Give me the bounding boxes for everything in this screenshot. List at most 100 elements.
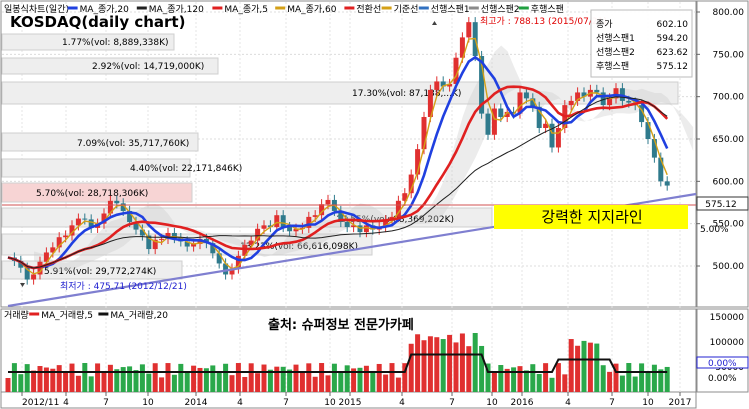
volume-bar-93 <box>600 365 606 392</box>
candle-body-17 <box>114 200 120 204</box>
volume-bar-101 <box>651 364 657 392</box>
x-tick-label-7: 10 <box>324 398 336 408</box>
volume-bar-13 <box>88 376 94 392</box>
legend-item-2: MA_종가,120 <box>149 4 204 15</box>
volume-bar-22 <box>146 373 152 392</box>
x-tick-label-9: 4 <box>399 398 405 408</box>
low-marker-icon <box>20 283 25 287</box>
last-price-value: 575.12 <box>705 200 737 210</box>
volume-bar-77 <box>498 365 504 392</box>
volume-bar-0 <box>5 378 11 392</box>
volume-bar-98 <box>632 376 638 392</box>
volume-profile-bar-3 <box>1 132 199 152</box>
legend-item-4: MA_종가,60 <box>287 4 337 15</box>
volume-bar-84 <box>543 363 549 392</box>
chart-title: KOSDAQ(daily chart) <box>10 13 185 31</box>
info-box-label-2: 선행스팬2 <box>596 46 635 58</box>
volume-bar-80 <box>517 366 523 392</box>
candle-body-26 <box>171 232 177 239</box>
volume-bar-82 <box>530 364 536 392</box>
volume-bar-96 <box>619 375 625 392</box>
candle-body-80 <box>517 92 523 114</box>
volume-bar-57 <box>370 370 376 392</box>
volume-bar-52 <box>338 371 344 392</box>
volume-bar-42 <box>274 366 280 392</box>
candle-body-44 <box>287 227 293 232</box>
candle-body-92 <box>594 89 600 93</box>
volume-bar-55 <box>357 367 363 392</box>
volume-bar-48 <box>312 376 318 392</box>
volume-bar-35 <box>229 375 235 392</box>
volume-bar-65 <box>421 340 427 392</box>
candle-body-48 <box>312 215 318 217</box>
candle-body-11 <box>75 218 81 226</box>
ma-5-line <box>7 37 668 275</box>
volume-bar-95 <box>613 363 619 392</box>
candle-body-101 <box>651 139 657 158</box>
candle-body-78 <box>504 111 510 117</box>
volume-bar-92 <box>594 343 600 392</box>
volume-bar-99 <box>639 363 645 392</box>
price-axis-band <box>696 0 749 308</box>
candle-body-97 <box>626 100 632 103</box>
candle-body-71 <box>459 37 465 58</box>
candle-body-15 <box>101 213 107 224</box>
volume-profile-label-1: 2.92%(vol: 14,719,000K) <box>92 62 204 72</box>
volume-bar-62 <box>402 363 408 392</box>
volume-bar-43 <box>280 366 286 392</box>
x-tick-label-13: 4 <box>565 398 571 408</box>
candle-body-88 <box>568 100 574 106</box>
volume-profile-label-3: 7.09%(vol: 35,717,760K) <box>77 139 189 149</box>
price-tick-label-6: 800.00 <box>713 8 745 18</box>
candle-body-40 <box>261 225 267 229</box>
x-tick-label-12: 2016 <box>511 398 534 408</box>
volume-bar-14 <box>95 363 101 392</box>
volume-bar-27 <box>178 363 184 392</box>
candle-body-33 <box>216 253 222 264</box>
price-tick-label-0: 500.00 <box>713 262 745 272</box>
volume-bar-58 <box>376 363 382 392</box>
x-tick-label-16: 2017 <box>669 398 692 408</box>
cloud-area <box>34 45 694 272</box>
info-box-value-0: 602.10 <box>657 20 689 30</box>
volume-legend-item-0: 거래량 <box>4 309 29 321</box>
price-plot-frame <box>0 0 697 308</box>
candle-body-62 <box>402 193 408 201</box>
ichimoku-cloud <box>34 45 694 272</box>
candle-body-18 <box>120 203 126 211</box>
x-tick-label-5: 4 <box>237 398 243 408</box>
x-tick-label-11: 10 <box>486 398 498 408</box>
volume-bars <box>5 333 670 392</box>
x-tick-label-0: 2012/11 <box>22 398 59 408</box>
candle-body-21 <box>139 229 145 236</box>
candle-body-89 <box>575 92 581 101</box>
volume-bar-31 <box>203 368 209 392</box>
candle-body-4 <box>31 274 37 280</box>
support-label: 강력한 지지라인 <box>541 208 642 226</box>
volume-bar-3 <box>24 364 30 392</box>
candle-body-41 <box>267 225 273 228</box>
candle-body-70 <box>453 57 459 84</box>
candle-body-54 <box>351 225 357 228</box>
legend-item-1: MA_종가,20 <box>80 4 130 15</box>
volume-bar-76 <box>491 372 497 392</box>
volume-bar-36 <box>235 363 241 392</box>
x-tick-label-2: 7 <box>103 398 109 408</box>
volume-bar-21 <box>139 364 145 392</box>
volume-bar-34 <box>223 363 229 392</box>
info-box-label-0: 종가 <box>596 19 613 30</box>
candle-body-3 <box>24 267 30 280</box>
volume-bar-74 <box>479 345 485 392</box>
candle-body-76 <box>491 108 497 135</box>
candle-body-10 <box>69 225 75 236</box>
candle-body-64 <box>415 149 421 175</box>
candle-body-43 <box>280 215 286 228</box>
candle-body-75 <box>485 113 491 135</box>
volume-bar-72 <box>466 346 472 392</box>
ma-60-line <box>7 85 669 270</box>
volume-bar-25 <box>165 363 171 392</box>
candle-body-35 <box>229 268 235 275</box>
volume-bar-30 <box>197 367 203 392</box>
volume-bar-97 <box>626 363 632 392</box>
